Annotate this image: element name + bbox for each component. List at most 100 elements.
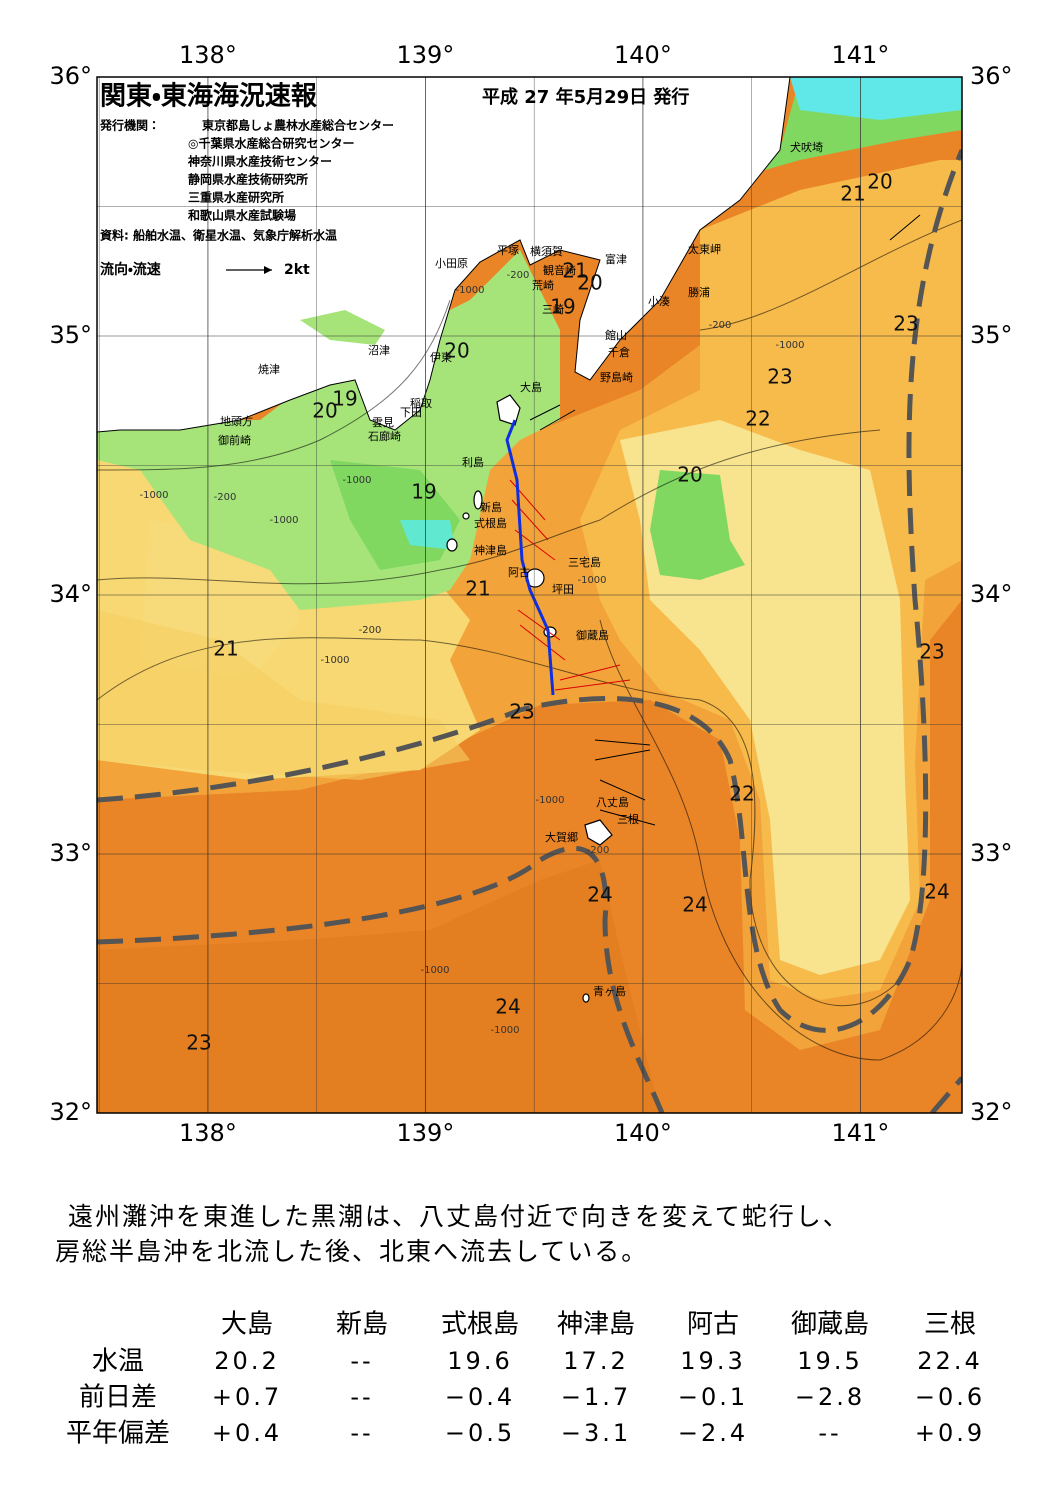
latitude-label: 34° — [970, 580, 1013, 608]
isotherm-label: 23 — [767, 365, 792, 389]
isotherm-label: 20 — [312, 399, 337, 423]
place-name: 平塚 — [497, 243, 519, 257]
publisher-label: 発行機関： — [99, 118, 160, 133]
depth-label: -1000 — [455, 285, 484, 296]
place-name: 観音崎 — [543, 263, 576, 277]
place-name: 雲見 — [372, 416, 394, 429]
latitude-label: 35° — [49, 321, 92, 349]
place-name: 式根島 — [474, 516, 507, 530]
table-cell: +0.4 — [212, 1419, 282, 1447]
table-cell: -- — [818, 1419, 841, 1447]
isotherm-label: 24 — [924, 880, 949, 904]
column-header: 三根 — [924, 1310, 976, 1340]
place-name: 勝浦 — [688, 285, 710, 299]
place-name: 三根 — [617, 813, 639, 826]
map-title: 関東・東海海況速報 — [100, 82, 318, 112]
place-name: 下田 — [400, 406, 422, 419]
table-cell: −0.1 — [678, 1383, 748, 1411]
depth-label: -1000 — [490, 1025, 519, 1036]
place-name: 八丈島 — [596, 795, 629, 809]
longitude-label: 141° — [832, 1119, 890, 1147]
place-name: 千倉 — [608, 346, 630, 359]
isotherm-label: 19 — [411, 480, 436, 504]
isotherm-label: 19 — [332, 387, 357, 411]
place-name: 館山 — [605, 329, 627, 342]
place-name: 地頭方 — [220, 414, 253, 428]
latitude-label: 33° — [49, 839, 92, 867]
depth-label: -1000 — [139, 490, 168, 501]
table-cell: +0.7 — [212, 1383, 282, 1411]
isotherm-label: 23 — [893, 312, 918, 336]
legend-speed: 2kt — [284, 262, 310, 278]
column-header: 大島 — [221, 1310, 273, 1340]
place-name: 阿古 — [508, 566, 530, 579]
source: 資料: 船舶水温、衛星水温、気象庁解析水温 — [100, 228, 337, 243]
column-header: 式根島 — [441, 1310, 519, 1340]
column-header: 新島 — [336, 1310, 388, 1340]
place-name: 石廊崎 — [368, 429, 401, 443]
place-name: 大島 — [520, 380, 542, 394]
issue-date: 平成 27 年5月29日 発行 — [482, 86, 689, 108]
row-label: 平年偏差 — [66, 1419, 170, 1449]
latitude-label: 32° — [970, 1098, 1013, 1126]
table-cell: 19.5 — [797, 1347, 862, 1375]
isotherm-label: 22 — [729, 782, 754, 806]
current-vectors — [529, 214, 921, 826]
isotherm-label: 21 — [562, 259, 587, 283]
depth-label: -200 — [214, 492, 237, 503]
depth-label: -1000 — [320, 655, 349, 666]
table-cell: −0.4 — [445, 1383, 515, 1411]
table-cell: 20.2 — [214, 1347, 279, 1375]
place-name: 青ヶ島 — [593, 984, 626, 998]
isotherm-label: 20 — [444, 339, 469, 363]
latitude-label: 34° — [49, 580, 92, 608]
isotherm-label: 19 — [550, 295, 575, 319]
latitude-label: 36° — [970, 62, 1013, 90]
legend-arrowhead — [264, 266, 272, 274]
isotherms — [97, 219, 962, 1061]
table-cell: -- — [350, 1347, 373, 1375]
latitude-label: 36° — [49, 62, 92, 90]
isotherm-label: 20 — [577, 271, 602, 295]
table-cell: 19.6 — [447, 1347, 512, 1375]
publisher: ◎千葉県水産総合研究センター — [188, 136, 354, 151]
longitude-label: 139° — [397, 1119, 455, 1147]
longitude-label: 140° — [614, 41, 672, 69]
summary-line: 遠州灘沖を東進した黒潮は、八丈島付近で向きを変えて蛇行し、 — [68, 1202, 850, 1231]
place-name: 大賀郷 — [545, 830, 578, 844]
column-header: 神津島 — [557, 1310, 635, 1340]
depth-label: -1000 — [342, 475, 371, 486]
longitude-label: 140° — [614, 1119, 672, 1147]
place-name: 御蔵島 — [576, 628, 609, 642]
table-cell: −0.5 — [445, 1419, 515, 1447]
table-cell: +0.9 — [915, 1419, 985, 1447]
longitude-label: 138° — [179, 41, 237, 69]
isotherm-label: 24 — [587, 883, 612, 907]
place-name: 神津島 — [474, 543, 507, 557]
place-name: 太東岬 — [688, 242, 721, 256]
sea-temperature — [97, 77, 962, 1113]
depth-label: -200 — [587, 845, 610, 856]
isotherm-label: 22 — [745, 407, 770, 431]
table-cell: -- — [350, 1419, 373, 1447]
place-name: 野島崎 — [600, 370, 633, 384]
latitude-label: 35° — [970, 321, 1013, 349]
table-cell: −2.4 — [678, 1419, 748, 1447]
table-cell: 22.4 — [917, 1347, 982, 1375]
publisher: 静岡県水産技術研究所 — [188, 172, 308, 187]
map-frame — [96, 76, 963, 1114]
publisher: 神奈川県水産技術センター — [187, 154, 332, 169]
depth-label: -200 — [359, 625, 382, 636]
table-cell: 17.2 — [563, 1347, 628, 1375]
longitude-label: 139° — [397, 41, 455, 69]
table-cell: −1.7 — [561, 1383, 631, 1411]
place-name: 横須賀 — [530, 244, 563, 258]
table-cell: −2.8 — [795, 1383, 865, 1411]
place-name: 三宅島 — [568, 555, 601, 569]
column-header: 御蔵島 — [791, 1310, 869, 1340]
depth-label: -1000 — [577, 575, 606, 586]
table-cell: -- — [350, 1383, 373, 1411]
